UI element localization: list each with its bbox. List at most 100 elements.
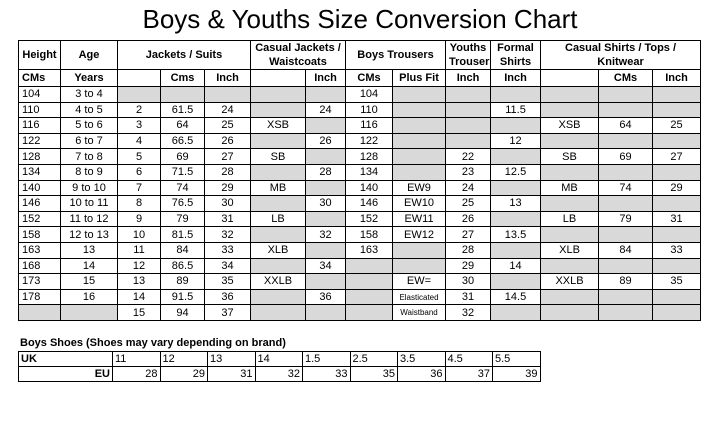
- header-cell: Formal Shirts: [490, 40, 542, 70]
- data-cell: [490, 179, 542, 197]
- data-cell: 24: [305, 101, 346, 119]
- data-cell: 24: [204, 101, 251, 119]
- data-cell: 27: [652, 148, 702, 165]
- data-cell: 84: [598, 241, 654, 259]
- data-cell: [540, 304, 600, 321]
- subheader-cell: Inch: [490, 69, 542, 87]
- data-cell: 5: [117, 148, 161, 165]
- data-cell: 116: [345, 117, 393, 134]
- shoes-table: UK 11 12 13 14 1.5 2.5 3.5 4.5 5.5 EU 28 29 31 32 33 35 3…: [18, 351, 541, 382]
- data-cell: 7 to 8: [60, 148, 118, 165]
- data-cell: 32: [305, 226, 346, 243]
- data-cell: 122: [18, 132, 61, 150]
- data-cell: [652, 132, 702, 150]
- data-cell: 4: [117, 132, 161, 150]
- data-cell: [305, 148, 346, 165]
- title: Boys & Youths Size Conversion Chart: [142, 4, 578, 34]
- subheader-cell: CMs: [18, 69, 61, 87]
- data-cell: [490, 241, 542, 259]
- data-cell: [250, 195, 306, 212]
- data-row: 158 12 to 13 10 81.5 32 32 158 EW12 27 13.5: [18, 226, 702, 243]
- data-cell: [305, 273, 346, 290]
- data-cell: [250, 304, 306, 321]
- data-cell: [345, 273, 393, 290]
- data-cell: 12 to 13: [60, 226, 118, 243]
- data-cell: 37: [204, 304, 251, 321]
- data-cell: 22: [445, 148, 492, 165]
- data-cell: [305, 304, 346, 321]
- data-cell: 12: [490, 132, 542, 150]
- data-row: 173 15 13 89 35 XXLB EW= 30 XXLB 89 35: [18, 273, 702, 290]
- subheader-cell: [250, 69, 306, 87]
- data-cell: 122: [345, 132, 393, 150]
- data-cell: 11.5: [490, 101, 542, 119]
- data-cell: 89: [160, 273, 205, 290]
- data-cell: 6: [117, 163, 161, 181]
- data-cell: EW12: [391, 226, 447, 243]
- data-cell: [652, 304, 702, 321]
- data-cell: [345, 257, 393, 275]
- data-cell: [250, 163, 306, 181]
- data-cell: 110: [345, 101, 393, 119]
- data-cell: 91.5: [160, 288, 205, 306]
- data-cell: 12: [117, 257, 161, 275]
- data-cell: 152: [345, 210, 393, 228]
- data-cell: [652, 101, 702, 119]
- data-cell: 116: [18, 117, 61, 134]
- data-row: 15 94 37 Waistband 32: [18, 304, 702, 321]
- data-cell: [250, 132, 306, 150]
- data-cell: [652, 195, 702, 212]
- header-cell: Casual Shirts / Tops / Knitwear: [540, 40, 702, 70]
- data-row: 128 7 to 8 5 69 27 SB 128 22 SB 69 27: [18, 148, 702, 165]
- header-cell: Age: [60, 40, 118, 70]
- data-cell: 29: [445, 257, 492, 275]
- data-cell: [445, 101, 492, 119]
- data-cell: 29: [204, 179, 251, 197]
- data-cell: [160, 86, 205, 103]
- data-cell: [540, 86, 600, 103]
- data-cell: [391, 132, 447, 150]
- data-cell: [598, 195, 654, 212]
- subheader-cell: [117, 69, 161, 87]
- subheader-cell: Inch: [204, 69, 251, 87]
- subheader-cell: Cms: [160, 69, 205, 87]
- data-cell: [18, 304, 61, 321]
- data-cell: 28: [204, 163, 251, 181]
- subheader-cell: Years: [60, 69, 118, 87]
- data-cell: 26: [445, 210, 492, 228]
- data-cell: [490, 304, 542, 321]
- data-cell: [598, 163, 654, 181]
- data-cell: 14: [60, 257, 118, 275]
- data-cell: [250, 101, 306, 119]
- data-cell: SB: [540, 148, 600, 165]
- data-row: 116 5 to 6 3 64 25 XSB 116 XSB 64 25: [18, 117, 702, 134]
- data-cell: [250, 288, 306, 306]
- shoe-size: 4.5: [444, 351, 493, 367]
- shoe-size: 1.5: [302, 351, 351, 367]
- data-cell: Waistband: [391, 304, 447, 321]
- data-row: 122 6 to 7 4 66.5 26 26 122 12: [18, 132, 702, 150]
- data-cell: 9: [117, 210, 161, 228]
- data-cell: [250, 226, 306, 243]
- shoe-row: UK 11 12 13 14 1.5 2.5 3.5 4.5 5.5: [18, 351, 541, 367]
- data-cell: 79: [598, 210, 654, 228]
- shoe-size: 31: [207, 366, 256, 382]
- shoe-size: 36: [397, 366, 446, 382]
- data-cell: [490, 86, 542, 103]
- data-cell: 12.5: [490, 163, 542, 181]
- data-cell: [250, 257, 306, 275]
- subheader-cell: Inch: [652, 69, 702, 87]
- shoe-size: 2.5: [349, 351, 398, 367]
- data-cell: [445, 117, 492, 134]
- data-cell: [652, 163, 702, 181]
- data-cell: [345, 304, 393, 321]
- data-row: 110 4 to 5 2 61.5 24 24 110 11.5: [18, 101, 702, 119]
- header-row: Height Age Jackets / Suits Casual Jackets /…: [18, 40, 702, 70]
- data-cell: [305, 241, 346, 259]
- data-cell: [391, 101, 447, 119]
- data-cell: [540, 163, 600, 181]
- shoe-label: EU: [18, 366, 113, 382]
- data-cell: 64: [160, 117, 205, 134]
- data-cell: 110: [18, 101, 61, 119]
